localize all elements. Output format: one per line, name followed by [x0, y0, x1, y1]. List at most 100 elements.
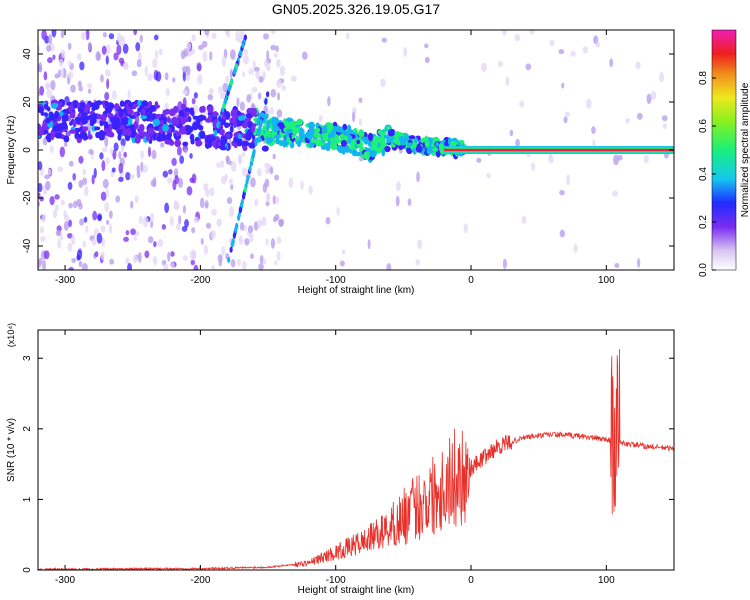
heat-cell — [198, 140, 203, 146]
heat-cell — [175, 131, 181, 137]
heat-cell — [289, 120, 298, 127]
heat-cell — [77, 80, 82, 88]
heat-cell — [46, 89, 53, 98]
heat-cell — [222, 103, 226, 110]
heat-cell — [158, 48, 163, 56]
heat-cell — [123, 63, 129, 71]
heat-cell — [49, 112, 55, 121]
heat-cell — [44, 112, 49, 117]
heat-cell — [521, 215, 527, 224]
heat-cell — [264, 162, 270, 169]
heat-cell — [239, 221, 245, 231]
heat-cell — [301, 51, 308, 60]
heat-cell — [613, 154, 620, 166]
heat-cell — [222, 82, 229, 93]
heat-cell — [356, 139, 361, 145]
heat-cell — [529, 30, 535, 35]
x-tick-label: 0 — [468, 275, 474, 286]
heat-cell — [221, 246, 225, 256]
heat-cell — [171, 262, 175, 270]
heat-cell — [193, 104, 199, 114]
heat-cell — [259, 254, 264, 265]
colorbar-label: Normalized spectral amplitude — [740, 82, 750, 217]
heat-cell — [224, 122, 231, 128]
heat-cell — [659, 72, 665, 83]
heat-cell — [102, 146, 108, 153]
heat-cell — [573, 243, 578, 254]
heat-cell — [257, 129, 261, 136]
heat-cell — [126, 109, 134, 115]
heat-cell — [273, 52, 279, 58]
bottom-y-ticks: 0 1 2 3 — [22, 355, 674, 573]
heat-cell — [480, 62, 487, 72]
heat-cell — [52, 54, 56, 60]
heat-cell — [80, 31, 87, 41]
heat-cell — [566, 174, 571, 186]
heat-cell — [60, 199, 65, 206]
heat-cell — [265, 122, 270, 131]
heat-cell — [87, 88, 92, 94]
heat-cell — [243, 34, 248, 41]
heat-cell — [83, 216, 88, 223]
heat-cell — [144, 113, 151, 122]
heat-cell — [245, 112, 253, 119]
heat-cell — [299, 127, 304, 133]
heat-cell — [207, 105, 214, 113]
heat-cell — [178, 129, 185, 134]
heat-cell — [78, 179, 84, 189]
heat-cell — [150, 212, 155, 223]
heat-cell — [87, 41, 92, 51]
heat-cell — [67, 233, 73, 239]
heat-cell — [274, 213, 280, 221]
heat-cell — [174, 139, 182, 148]
y-tick-label: 40 — [22, 48, 33, 60]
heat-cell — [380, 137, 386, 145]
heat-cell — [207, 93, 213, 101]
heat-cell — [157, 238, 164, 248]
heat-cell — [242, 71, 246, 78]
heat-cell — [190, 259, 195, 266]
heat-cell — [254, 140, 258, 147]
heat-cell — [241, 193, 246, 200]
heat-cell — [519, 100, 525, 108]
heat-cell — [100, 74, 104, 83]
heat-cell — [256, 219, 263, 228]
heat-cell — [509, 129, 514, 137]
heat-cell — [327, 96, 331, 107]
heat-cell — [198, 44, 204, 50]
heat-cell — [48, 34, 53, 45]
heat-cell — [193, 216, 199, 224]
heat-cell — [105, 130, 114, 137]
heat-cell — [258, 263, 264, 270]
heat-cell — [111, 167, 116, 173]
heat-cell — [63, 135, 70, 143]
heat-cell — [367, 239, 371, 250]
heat-cell — [205, 135, 213, 144]
heat-cell — [119, 35, 126, 47]
heat-cell — [122, 128, 127, 137]
heat-cell — [101, 160, 106, 172]
heat-cell — [189, 153, 193, 159]
heat-cell — [171, 157, 177, 166]
heat-cell — [274, 260, 278, 266]
heat-cell — [229, 49, 236, 61]
heat-cell — [78, 155, 84, 164]
heat-cell — [219, 160, 225, 168]
heat-cell — [112, 149, 117, 160]
heat-cell — [229, 246, 233, 253]
heat-cell — [105, 188, 109, 199]
heat-cell — [105, 55, 109, 65]
heat-cell — [180, 50, 186, 60]
heat-cell — [237, 212, 241, 219]
heat-cell — [424, 43, 429, 49]
y-tick-label: 20 — [22, 96, 33, 108]
heat-cell — [76, 254, 81, 261]
heat-cell — [246, 174, 250, 181]
heat-cell — [322, 125, 328, 133]
heat-cell — [199, 106, 204, 113]
heat-cell — [133, 30, 138, 36]
heat-cell — [152, 118, 161, 127]
heat-cell — [249, 160, 253, 167]
heat-cell — [164, 72, 169, 81]
heat-cell — [82, 135, 89, 141]
